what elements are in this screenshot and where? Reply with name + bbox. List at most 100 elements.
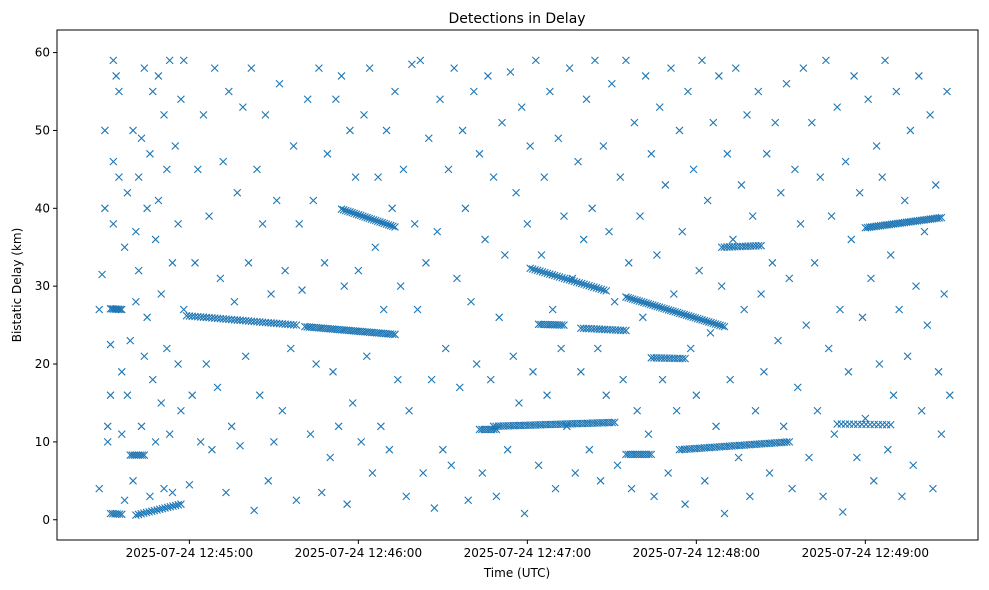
data-point xyxy=(765,469,774,477)
data-point xyxy=(945,391,954,400)
data-point xyxy=(154,196,163,205)
y-tick-label: 30 xyxy=(35,279,50,293)
data-point xyxy=(464,496,473,505)
data-point xyxy=(847,235,856,244)
data-point xyxy=(384,220,393,229)
data-point xyxy=(120,243,129,252)
data-point xyxy=(729,235,737,244)
data-point xyxy=(388,222,397,231)
data-point xyxy=(419,469,428,477)
data-point xyxy=(126,336,135,345)
data-point xyxy=(115,87,123,96)
data-point xyxy=(660,304,668,313)
data-point xyxy=(638,313,647,322)
data-point xyxy=(177,95,185,104)
data-point xyxy=(385,445,394,454)
data-point xyxy=(216,274,225,283)
data-point xyxy=(117,305,126,314)
data-point xyxy=(883,445,892,454)
chart-title: Detections in Delay xyxy=(448,11,585,27)
data-point xyxy=(363,213,372,222)
data-point xyxy=(543,391,551,400)
data-point xyxy=(410,219,419,228)
data-point xyxy=(236,441,244,450)
data-point xyxy=(520,509,529,518)
data-point xyxy=(272,196,281,205)
data-point xyxy=(388,330,397,339)
data-point xyxy=(602,286,611,295)
data-point xyxy=(165,430,174,438)
data-point xyxy=(391,330,399,339)
data-point xyxy=(788,484,796,493)
data-point xyxy=(662,305,671,314)
data-point xyxy=(565,64,574,73)
data-point xyxy=(937,430,946,438)
data-point xyxy=(123,391,132,400)
data-point xyxy=(791,165,799,174)
data-point xyxy=(633,406,642,415)
data-point xyxy=(475,149,484,158)
data-point xyxy=(562,422,571,431)
data-point xyxy=(574,157,582,166)
data-point xyxy=(723,149,732,158)
data-point xyxy=(348,399,357,407)
data-point xyxy=(639,298,648,307)
data-point xyxy=(605,227,613,236)
data-point xyxy=(503,445,512,454)
data-point xyxy=(716,321,724,330)
data-point xyxy=(785,274,794,283)
data-point xyxy=(138,451,147,460)
data-point xyxy=(275,79,284,88)
data-point xyxy=(109,56,118,65)
y-tick-label: 20 xyxy=(35,357,50,371)
data-point xyxy=(185,480,194,489)
data-point xyxy=(382,220,391,229)
data-point xyxy=(140,352,149,361)
data-point xyxy=(438,445,447,454)
data-point xyxy=(416,56,425,65)
data-point xyxy=(548,270,557,279)
data-point xyxy=(550,271,559,280)
data-point xyxy=(762,149,771,158)
data-point xyxy=(895,305,904,314)
data-point xyxy=(453,274,461,283)
data-point xyxy=(109,157,118,166)
data-point xyxy=(703,196,712,205)
data-point xyxy=(917,406,926,415)
data-point xyxy=(799,64,808,73)
data-point xyxy=(627,484,636,493)
data-point xyxy=(458,126,467,135)
data-point xyxy=(587,282,596,291)
data-point xyxy=(433,227,442,236)
data-point xyxy=(793,383,802,392)
data-point xyxy=(743,110,751,119)
data-point xyxy=(822,56,830,65)
x-axis-label: Time (UTC) xyxy=(483,566,550,580)
data-point xyxy=(872,142,881,150)
data-point xyxy=(106,391,115,400)
data-point xyxy=(720,322,729,331)
data-point xyxy=(646,300,655,309)
data-point xyxy=(704,318,713,326)
data-point xyxy=(689,165,698,174)
data-point xyxy=(188,391,197,400)
data-point xyxy=(682,311,691,320)
x-tick-label: 2025-07-24 12:49:00 xyxy=(802,546,929,560)
data-point xyxy=(123,188,132,197)
data-point xyxy=(934,367,943,376)
plot-frame xyxy=(56,29,979,541)
y-tick-label: 0 xyxy=(42,513,50,527)
data-point xyxy=(360,110,368,119)
data-point xyxy=(492,492,501,501)
data-point xyxy=(278,406,287,415)
data-point xyxy=(657,303,666,312)
data-point xyxy=(588,204,597,213)
data-point xyxy=(692,391,701,400)
data-point xyxy=(929,484,937,493)
data-point xyxy=(861,414,870,423)
data-point xyxy=(695,315,704,324)
y-tick-label: 10 xyxy=(35,435,50,449)
data-point xyxy=(315,64,323,73)
data-point xyxy=(213,383,222,392)
data-point xyxy=(702,317,711,326)
